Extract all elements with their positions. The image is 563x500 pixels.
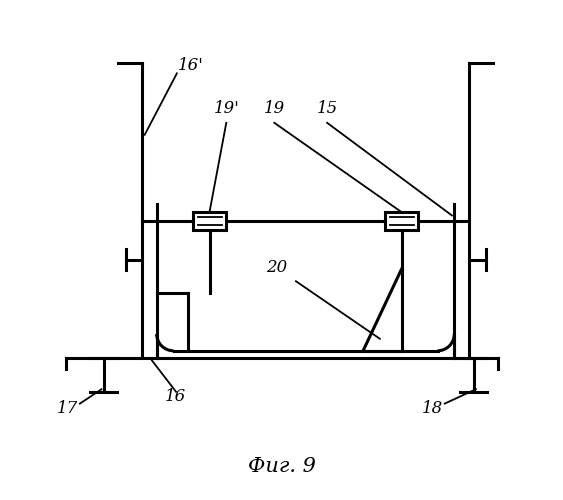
Text: 15: 15	[316, 100, 338, 117]
Text: 20: 20	[266, 258, 287, 276]
Text: Фиг. 9: Фиг. 9	[248, 456, 315, 475]
Text: 19': 19'	[213, 100, 239, 117]
Text: 18: 18	[422, 400, 443, 417]
Text: 17: 17	[57, 400, 78, 417]
Text: 16': 16'	[178, 57, 204, 74]
Bar	[193, 212, 226, 231]
Text: 19: 19	[263, 100, 285, 117]
Text: 16: 16	[166, 388, 186, 405]
Bar	[385, 212, 418, 231]
